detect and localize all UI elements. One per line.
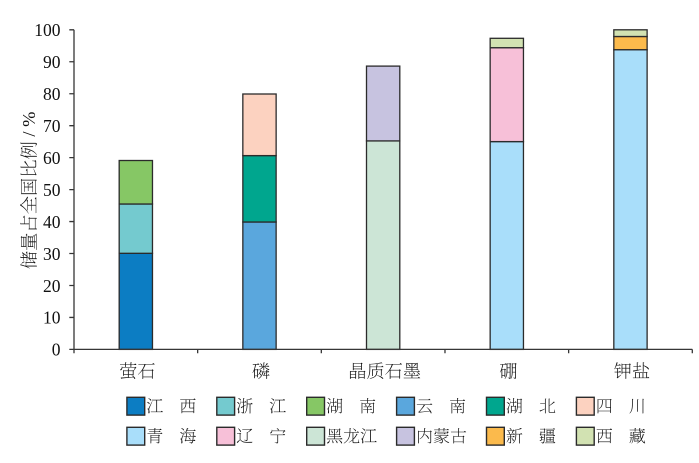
svg-text:/ %: / % — [19, 112, 39, 141]
svg-text:30: 30 — [43, 244, 61, 264]
svg-text:40: 40 — [43, 212, 61, 232]
svg-text:10: 10 — [43, 308, 61, 328]
svg-text:0: 0 — [52, 340, 61, 360]
svg-text:50: 50 — [43, 180, 61, 200]
svg-text:80: 80 — [43, 84, 61, 104]
svg-text:70: 70 — [43, 116, 61, 136]
svg-text:100: 100 — [34, 20, 61, 40]
svg-text:20: 20 — [43, 276, 61, 296]
svg-text:90: 90 — [43, 52, 61, 72]
svg-text:60: 60 — [43, 148, 61, 168]
